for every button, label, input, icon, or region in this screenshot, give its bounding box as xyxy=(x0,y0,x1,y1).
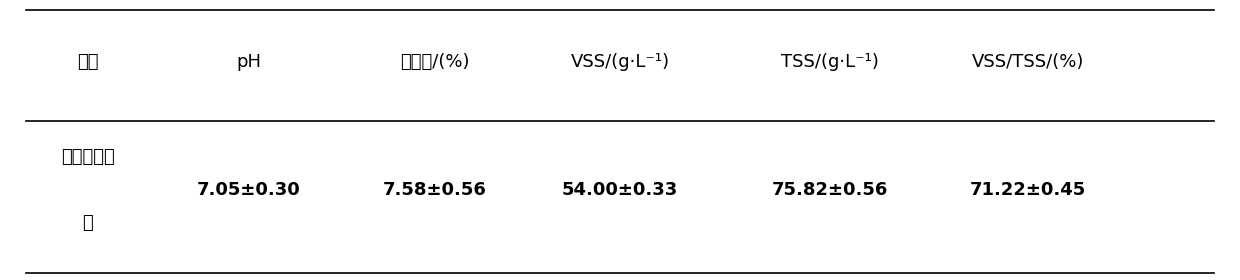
Text: VSS/TSS/(%): VSS/TSS/(%) xyxy=(972,53,1085,71)
Text: VSS/(g·L⁻¹): VSS/(g·L⁻¹) xyxy=(570,53,670,71)
Text: 7.58±0.56: 7.58±0.56 xyxy=(382,181,486,199)
Text: 71.22±0.45: 71.22±0.45 xyxy=(970,181,1086,199)
Text: 参数: 参数 xyxy=(77,53,99,71)
Text: 7.05±0.30: 7.05±0.30 xyxy=(197,181,301,199)
Text: 54.00±0.33: 54.00±0.33 xyxy=(562,181,678,199)
Text: 75.82±0.56: 75.82±0.56 xyxy=(773,181,889,199)
Text: 混合有机固: 混合有机固 xyxy=(61,148,115,166)
Text: 含固率/(%): 含固率/(%) xyxy=(399,53,469,71)
Text: 废: 废 xyxy=(83,214,93,232)
Text: TSS/(g·L⁻¹): TSS/(g·L⁻¹) xyxy=(781,53,879,71)
Text: pH: pH xyxy=(237,53,262,71)
